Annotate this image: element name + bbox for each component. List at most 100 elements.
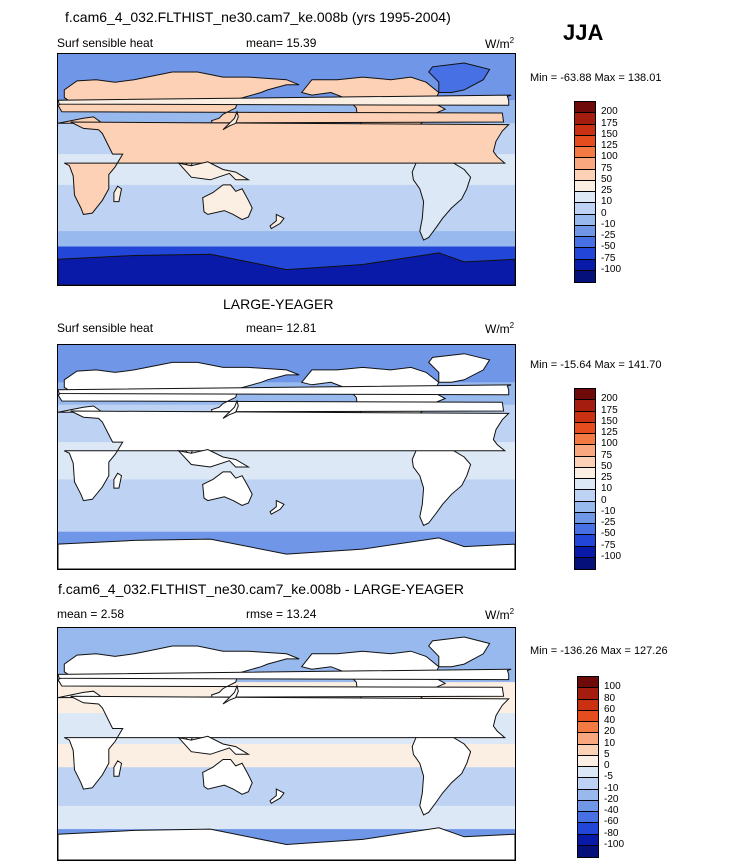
ocean-band: [58, 643, 515, 652]
continent-madagascar: [113, 185, 123, 203]
colorbar-tick-label: 175: [601, 404, 618, 416]
panel-1-units-text: W/m: [485, 37, 510, 51]
colorbar-tick-label: 10: [604, 737, 616, 749]
panel-1-colorbar: [574, 101, 596, 283]
ocean-band: [58, 836, 515, 846]
colorbar-swatch: [575, 102, 595, 114]
colorbar-tick-label: 0: [601, 494, 607, 506]
colorbar-swatch: [575, 434, 595, 446]
panel-1-units-sup: 2: [509, 36, 515, 45]
colorbar-swatch: [575, 546, 595, 558]
ocean-band: [58, 177, 515, 186]
ocean-band: [58, 471, 515, 480]
colorbar-swatch: [578, 789, 598, 801]
colorbar-swatch: [578, 688, 598, 700]
continent-uk: [58, 94, 512, 106]
colorbar-tick-label: 10: [601, 196, 613, 208]
colorbar-swatch: [578, 755, 598, 767]
colorbar-tick-label: 175: [601, 117, 618, 129]
colorbar-swatch: [578, 722, 598, 734]
ocean-band: [58, 208, 515, 217]
ocean-band: [58, 54, 515, 63]
ocean-band: [58, 192, 515, 201]
continent-arabia-africa: [64, 121, 510, 215]
continent-japan: [222, 110, 239, 131]
colorbar-tick-label: -10: [601, 218, 616, 230]
colorbar-tick-label: 200: [601, 106, 618, 118]
ocean-band: [58, 374, 515, 383]
colorbar-swatch: [575, 248, 595, 260]
map-canvas: [58, 345, 515, 569]
colorbar-swatch: [575, 524, 595, 536]
panel-2-title: LARGE-YEAGER: [223, 296, 334, 312]
panel-2-minmax: Min = -15.64 Max = 141.70: [530, 359, 662, 371]
colorbar-tick-label: 25: [601, 185, 613, 196]
colorbar-tick-label: -100: [601, 550, 622, 562]
panel-1-units: W/m2: [485, 36, 514, 51]
panel-1-mean-label: mean= 15.39: [246, 36, 317, 50]
colorbar-swatch: [575, 135, 595, 147]
colorbar-tick-label: 150: [601, 128, 618, 140]
colorbar-swatch: [578, 767, 598, 779]
colorbar-tick-label: -10: [601, 505, 616, 517]
panel-2-units-sup: 2: [509, 321, 515, 330]
continent-antarctica: [58, 537, 515, 569]
ocean-band: [58, 200, 515, 209]
ocean-band: [58, 751, 515, 760]
colorbar-tick-label: 150: [601, 415, 618, 427]
continent-new-zealand: [269, 499, 285, 515]
colorbar-tick-label: 80: [604, 692, 616, 704]
ocean-band: [58, 546, 515, 555]
continent-australia: [202, 759, 253, 795]
ocean-band: [58, 359, 515, 368]
colorbar-swatch: [575, 445, 595, 457]
colorbar-swatch: [575, 456, 595, 468]
ocean-band: [58, 635, 515, 644]
panel-1-title: f.cam6_4_032.FLTHIST_ne30.cam7_ke.008b (…: [65, 9, 451, 25]
continent-new-zealand: [269, 213, 285, 230]
ocean-band: [58, 231, 515, 240]
panel-3-units: W/m2: [485, 607, 514, 622]
colorbar-tick-label: -50: [601, 528, 616, 540]
continent-south-america: [411, 154, 472, 241]
colorbar-tick-label: 20: [604, 726, 616, 738]
colorbar-swatch: [575, 270, 595, 282]
continent-greenland: [428, 62, 491, 93]
colorbar-swatch: [575, 479, 595, 491]
colorbar-tick-label: -25: [601, 230, 616, 241]
ocean-band: [58, 61, 515, 70]
colorbar-swatch: [578, 823, 598, 835]
ocean-band: [58, 494, 515, 503]
ocean-band: [58, 829, 515, 838]
colorbar-swatch: [575, 203, 595, 215]
colorbar-swatch: [578, 834, 598, 846]
panel-2-colorbar: [574, 388, 596, 570]
colorbar-swatch: [578, 744, 598, 756]
colorbar-swatch: [575, 422, 595, 434]
ocean-band: [58, 501, 515, 510]
colorbar-swatch: [578, 677, 598, 689]
ocean-band: [58, 261, 515, 271]
ocean-band: [58, 184, 515, 194]
ocean-band: [58, 744, 515, 753]
continent-indonesia: [177, 735, 251, 755]
colorbar-tick-label: -80: [604, 827, 619, 839]
panel-3-rmse-label: rmse = 13.24: [246, 607, 317, 621]
panel-3-map: [57, 627, 516, 861]
ocean-band: [58, 759, 515, 768]
ocean-band: [58, 169, 515, 178]
continent-greenland: [428, 353, 491, 383]
colorbar-tick-label: -100: [604, 838, 625, 850]
ocean-band: [58, 790, 515, 799]
colorbar-swatch: [575, 124, 595, 136]
panel-3-mean-label: mean = 2.58: [57, 607, 125, 621]
continent-greenland: [428, 636, 491, 668]
panel-3-units-text: W/m: [485, 608, 510, 622]
continent-uk: [58, 668, 512, 681]
colorbar-swatch: [575, 147, 595, 159]
ocean-band: [58, 382, 515, 391]
ocean-band: [58, 161, 515, 171]
continent-antarctica: [58, 827, 515, 860]
ocean-band: [58, 813, 515, 822]
ocean-band: [58, 798, 515, 807]
